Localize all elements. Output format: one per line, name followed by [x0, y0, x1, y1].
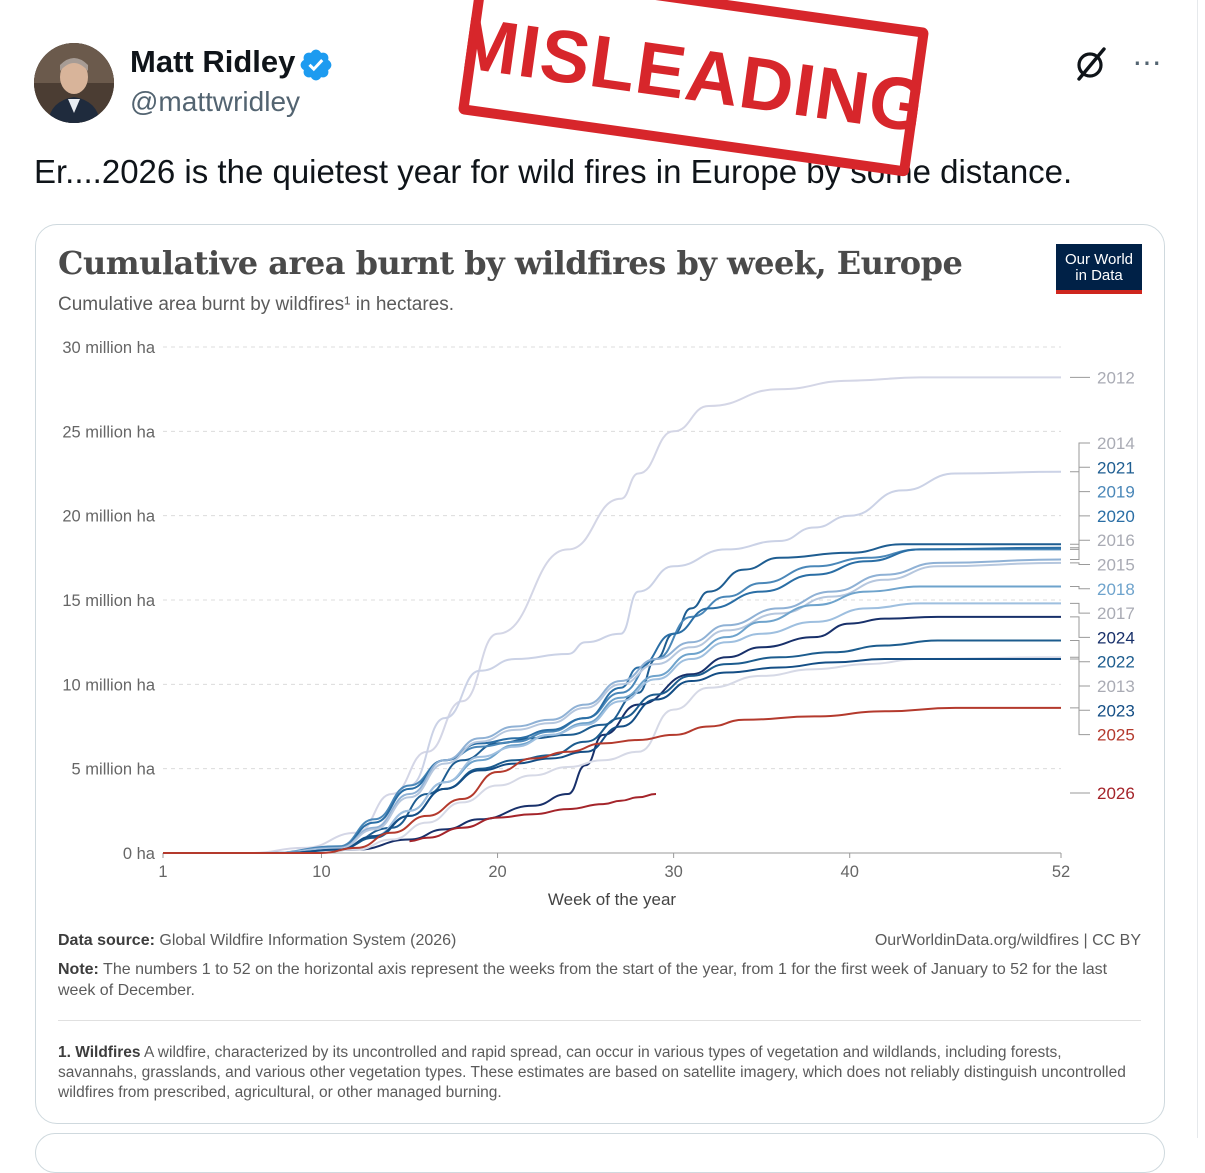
- footnote-text: A wildfire, characterized by its uncontr…: [58, 1044, 1126, 1101]
- source-url[interactable]: OurWorldinData.org/wildfires | CC BY: [874, 932, 1141, 949]
- more-options-icon[interactable]: ···: [1132, 43, 1162, 79]
- author-handle[interactable]: @mattwridley: [130, 86, 301, 117]
- avatar[interactable]: [34, 43, 114, 123]
- logo-line-2: in Data: [1075, 267, 1123, 284]
- source-label: Data source:: [58, 932, 155, 949]
- our-world-in-data-logo[interactable]: Our World in Data: [1056, 244, 1142, 294]
- note: Note: The numbers 1 to 52 on the horizon…: [58, 959, 1141, 1001]
- note-label: Note:: [58, 961, 99, 978]
- footnote-label: 1. Wildfires: [58, 1044, 141, 1061]
- grok-icon[interactable]: [1071, 44, 1111, 84]
- verified-badge-icon: [300, 49, 332, 81]
- logo-line-1: Our World: [1064, 251, 1134, 268]
- tweet-text: Er....2026 is the quietest year for wild…: [34, 153, 1073, 190]
- stamp-text: MISLEADING: [458, 0, 929, 148]
- misleading-stamp: MISLEADING: [457, 0, 930, 177]
- footer-divider: [58, 1020, 1141, 1021]
- footnote: 1. Wildfires A wildfire, characterized b…: [58, 1043, 1141, 1103]
- author-name[interactable]: Matt Ridley: [130, 44, 296, 79]
- logo-red-bar: [1056, 290, 1142, 294]
- chart-title: Cumulative area burnt by wildfires by we…: [58, 244, 963, 282]
- page-divider: [1197, 0, 1198, 1138]
- data-source: Data source: Global Wildfire Information…: [58, 932, 456, 950]
- next-card-edge: [35, 1133, 1165, 1173]
- chart-subtitle: Cumulative area burnt by wildfires¹ in h…: [58, 294, 455, 315]
- source-text: Global Wildfire Information System (2026…: [159, 932, 457, 949]
- note-text: The numbers 1 to 52 on the horizontal ax…: [58, 961, 1108, 999]
